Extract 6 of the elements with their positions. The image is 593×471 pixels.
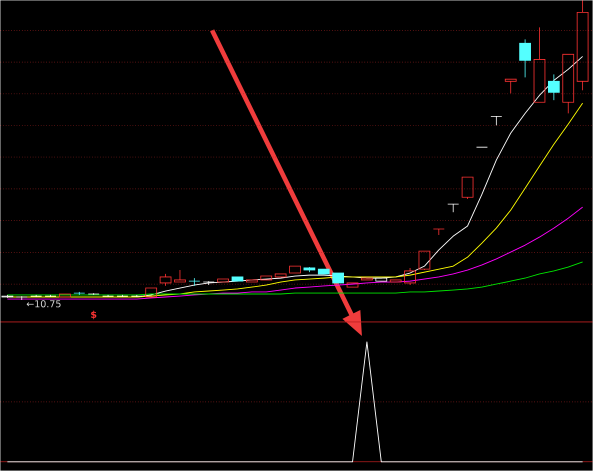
text: $ bbox=[91, 310, 96, 320]
text: ←10.75 bbox=[26, 300, 61, 308]
candlestick bbox=[519, 39, 531, 78]
candlestick bbox=[548, 74, 560, 101]
candlestick bbox=[160, 274, 172, 286]
candlestick bbox=[576, 0, 588, 91]
